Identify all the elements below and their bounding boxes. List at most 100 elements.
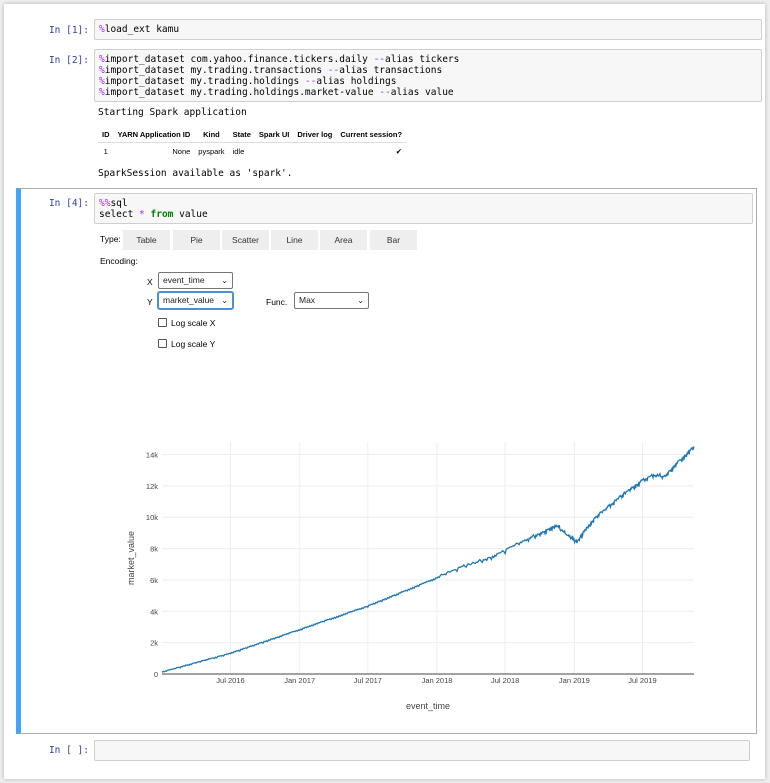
cell-4-code[interactable]: %%sql select * from value [94,193,753,224]
x-axis-label: X [147,277,153,287]
table-header: Spark UI [254,127,294,143]
code-text: alias value [390,87,454,98]
x-tick-label: Jul 2017 [354,676,382,685]
chevron-down-icon: ⌄ [357,296,364,305]
code-operator: -- [379,87,391,98]
spark-start-text: Starting Spark application [98,107,247,118]
x-tick-label: Jul 2019 [628,676,656,685]
cell-1-prompt: In [1]: [48,25,89,36]
table-header: State [228,127,255,143]
x-tick-label: Jan 2018 [422,676,453,685]
y-tick-label: 14k [146,451,158,460]
cell-4-prompt: In [4]: [48,198,89,209]
code-operator: * [139,209,145,220]
y-tick-label: 4k [150,607,158,616]
magic-prefix: % [99,54,105,65]
func-label: Func. [266,297,288,307]
chart-grid [162,442,694,675]
code-text: import_dataset my.trading.holdings [104,76,305,87]
table-header: Current session? [336,127,407,143]
type-line-button[interactable]: Line [271,230,318,250]
cell-2[interactable]: In [2]: %import_dataset com.yahoo.financ… [16,49,762,184]
code-text: import_dataset com.yahoo.finance.tickers… [104,54,374,65]
code-operator: -- [373,54,386,65]
series-line [161,446,695,673]
table-header: YARN Application ID [113,127,195,143]
table-cell: pyspark [198,147,225,156]
table-header: Kind [194,127,229,143]
cell-2-prompt: In [2]: [48,55,89,66]
x-tick-label: Jul 2016 [216,676,244,685]
y-encoding-select[interactable]: market_value ⌄ [158,292,233,309]
cell-5-prompt: In [ ]: [48,745,89,756]
magic-prefix: % [99,76,105,87]
table-header: Driver log [293,127,337,143]
x-axis-title: event_time [406,701,450,711]
checkmark-icon: ✔ [395,147,403,156]
code-text: sql [110,198,128,209]
type-scatter-button[interactable]: Scatter [222,230,269,250]
chevron-down-icon: ⌄ [221,296,228,305]
code-text: alias tickers [385,54,460,65]
table-cell: 1 [103,147,108,156]
type-area-button[interactable]: Area [320,230,367,250]
spark-session-table: ID YARN Application ID Kind State Spark … [98,127,407,161]
encoding-label: Encoding: [100,256,138,266]
x-tick-label: Jan 2019 [559,676,590,685]
func-select-value: Max [299,295,316,305]
cell-4-selected[interactable] [16,188,757,734]
log-scale-y-label: Log scale Y [171,339,216,349]
table-cell: None [172,147,191,156]
table-header: ID [98,127,114,143]
y-tick-label: 12k [146,482,158,491]
magic-prefix: % [99,65,105,76]
chevron-down-icon: ⌄ [221,276,228,285]
code-text: load_ext kamu [104,24,180,35]
y-axis-title: market_value [126,531,136,585]
y-tick-label: 2k [150,639,158,648]
magic-prefix: %% [99,198,111,209]
code-text: value [173,209,208,220]
x-encoding-select[interactable]: event_time ⌄ [158,272,233,289]
type-pie-button[interactable]: Pie [173,230,220,250]
code-operator: -- [304,76,317,87]
log-scale-x-label: Log scale X [171,318,216,328]
magic-prefix: % [99,87,105,98]
type-table-button[interactable]: Table [123,230,170,250]
table-cell [293,143,336,161]
y-tick-label: 0 [154,670,158,679]
x-tick-label: Jan 2017 [284,676,315,685]
x-tick-label: Jul 2018 [491,676,519,685]
y-select-value: market_value [163,295,215,305]
cell-1[interactable]: In [1]: %load_ext kamu [16,19,762,43]
func-select[interactable]: Max ⌄ [294,292,369,309]
cell-1-code[interactable]: %load_ext kamu [94,19,762,40]
y-tick-label: 6k [150,576,158,585]
x-axis-ticks: Jul 2016 Jan 2017 Jul 2017 Jan 2018 Jul 2018… [216,676,656,685]
notebook: In [1]: %load_ext kamu In [2]: %import_d… [4,4,765,779]
cell-5-code[interactable] [94,740,750,761]
code-text: alias transactions [339,65,443,76]
code-text: select [99,209,140,220]
code-text: import_dataset my.trading.transactions [104,65,328,76]
y-axis-label: Y [147,297,153,307]
code-operator: -- [327,65,340,76]
type-label: Type: [100,234,121,244]
table-cell [255,143,293,161]
cell-2-code[interactable]: %import_dataset com.yahoo.finance.ticker… [94,49,762,102]
y-axis-ticks: 0 2k 4k 6k 8k 10k 12k 14k [146,451,158,679]
table-cell: idle [232,147,245,156]
type-bar-button[interactable]: Bar [370,230,417,250]
x-select-value: event_time [163,275,205,285]
y-tick-label: 10k [146,513,158,522]
spark-session-text: SparkSession available as 'spark'. [98,168,293,179]
log-scale-y-checkbox[interactable] [158,339,167,348]
table-row: 1 None pyspark idle ✔ [98,143,406,161]
y-tick-label: 8k [150,545,158,554]
code-text: alias holdings [316,76,397,87]
log-scale-x-checkbox[interactable] [158,318,167,327]
magic-prefix: % [99,24,105,35]
code-keyword: from [144,209,174,220]
code-text: import_dataset my.trading.holdings.marke… [104,87,380,98]
